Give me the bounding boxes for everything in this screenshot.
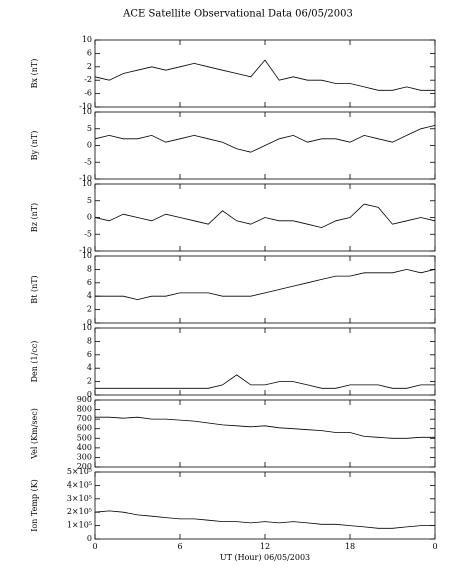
data-line: [94, 203, 436, 229]
data-line: [95, 416, 435, 439]
y-tick-label: 5: [87, 124, 92, 133]
y-tick-label: 8: [87, 264, 92, 273]
x-tick-label: 18: [345, 542, 355, 551]
y-axis-label: Bx (nT): [30, 59, 39, 89]
x-tick-label: 0: [432, 542, 437, 551]
y-axis-label: By (nT): [30, 131, 39, 161]
y-tick-label: 800: [77, 405, 92, 414]
panel-frame: [94, 471, 436, 540]
y-tick-label: 4×10⁵: [67, 480, 92, 489]
y-tick-label: 6: [87, 278, 92, 287]
y-axis-label: Bz (nT): [30, 203, 39, 232]
y-axis-label: Ion Temp (K): [30, 479, 39, 532]
y-tick-label: 6: [87, 48, 92, 57]
y-tick-label: 10: [82, 107, 92, 116]
panel-frame: [94, 399, 436, 468]
y-tick-label: -6: [84, 89, 92, 98]
y-tick-label: 2: [87, 305, 92, 314]
y-tick-label: 2: [87, 377, 92, 386]
y-tick-label: 4: [87, 291, 92, 300]
y-tick-label: 10: [82, 35, 92, 44]
y-axis-label: Bt (nT): [30, 275, 39, 303]
y-tick-label: 6: [87, 350, 92, 359]
x-axis-label: UT (Hour) 06/05/2003: [220, 553, 310, 562]
y-tick-label: 0: [87, 213, 92, 222]
y-tick-label: 5: [87, 196, 92, 205]
panel-frame: [94, 39, 436, 108]
y-tick-label: 900: [77, 395, 92, 404]
y-tick-label: 8: [87, 336, 92, 345]
y-tick-label: 200: [77, 462, 92, 471]
y-tick-label: 10: [82, 323, 92, 332]
panel-frame: [94, 255, 436, 324]
y-tick-label: -5: [84, 157, 92, 166]
y-tick-label: 300: [77, 452, 92, 461]
y-tick-label: 3×10⁵: [67, 494, 92, 503]
data-line: [94, 125, 436, 153]
data-line: [94, 59, 435, 91]
chart-title: ACE Satellite Observational Data 06/05/2…: [122, 9, 353, 20]
y-axis-label: Den (1/cc): [30, 341, 39, 383]
y-tick-label: 1×10⁵: [67, 521, 92, 530]
y-tick-label: 700: [77, 414, 92, 423]
x-tick-label: 12: [260, 542, 270, 551]
data-line: [95, 374, 435, 389]
x-tick-label: 6: [177, 542, 182, 551]
y-tick-label: 0: [87, 390, 92, 399]
y-tick-label: 500: [77, 433, 92, 442]
y-tick-label: 4: [87, 363, 92, 372]
y-tick-label: 10: [82, 179, 92, 188]
y-tick-label: 0: [87, 141, 92, 150]
y-tick-label: 5×10⁵: [67, 467, 92, 476]
y-tick-label: 2×10⁵: [67, 507, 92, 516]
data-line: [94, 510, 435, 529]
x-tick-label: 0: [92, 542, 97, 551]
y-tick-label: 400: [77, 443, 92, 452]
y-tick-label: 600: [77, 424, 92, 433]
data-line: [95, 268, 436, 301]
y-tick-label: 10: [82, 251, 92, 260]
y-tick-label: -5: [84, 229, 92, 238]
y-tick-label: -2: [84, 75, 92, 84]
y-tick-label: -10: [79, 246, 92, 255]
y-tick-label: -10: [79, 102, 92, 111]
y-tick-label: 0: [87, 534, 92, 543]
y-tick-label: 0: [87, 318, 92, 327]
y-axis-label: Vel (Km/sec): [30, 408, 39, 460]
y-tick-label: 2: [87, 62, 92, 71]
y-tick-label: -10: [79, 174, 92, 183]
